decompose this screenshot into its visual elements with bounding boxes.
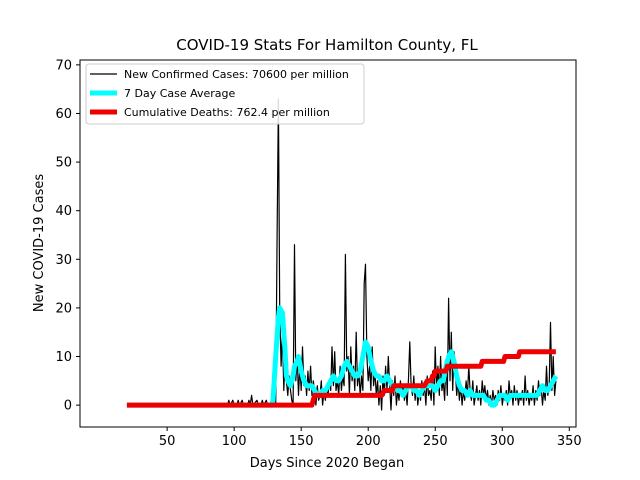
x-tick-label: 250 xyxy=(423,434,448,449)
y-axis-label: New COVID-19 Cases xyxy=(32,174,47,312)
x-tick-label: 300 xyxy=(490,434,515,449)
chart-title: COVID-19 Stats For Hamilton County, FL xyxy=(176,36,478,54)
legend-label-1: New Confirmed Cases: 70600 per million xyxy=(124,68,349,81)
y-tick-label: 0 xyxy=(64,399,72,414)
y-tick-label: 20 xyxy=(55,301,72,316)
y-tick-label: 40 xyxy=(55,204,72,219)
x-axis-label: Days Since 2020 Began xyxy=(250,456,405,471)
axes-frame xyxy=(79,59,577,428)
x-tick-label: 350 xyxy=(557,434,582,449)
series-line-3 xyxy=(126,349,556,408)
plot-area xyxy=(126,98,559,411)
y-tick-label: 70 xyxy=(55,58,72,73)
x-tick-label: 100 xyxy=(222,434,247,449)
x-tick-label: 200 xyxy=(356,434,381,449)
y-tick-label: 10 xyxy=(55,350,72,365)
legend-label-3: Cumulative Deaths: 762.4 per million xyxy=(124,106,330,119)
x-tick-label: 50 xyxy=(159,434,176,449)
y-axis: 0 10 20 30 40 50 60 70 xyxy=(55,58,80,414)
x-axis: 50 100 150 200 250 300 350 xyxy=(159,427,582,449)
x-tick-label: 150 xyxy=(289,434,314,449)
legend-label-2: 7 Day Case Average xyxy=(124,87,236,100)
legend: New Confirmed Cases: 70600 per million 7 … xyxy=(85,63,365,125)
y-tick-label: 60 xyxy=(55,107,72,122)
y-tick-label: 50 xyxy=(55,156,72,171)
y-tick-label: 30 xyxy=(55,253,72,268)
legend-box xyxy=(85,63,365,125)
